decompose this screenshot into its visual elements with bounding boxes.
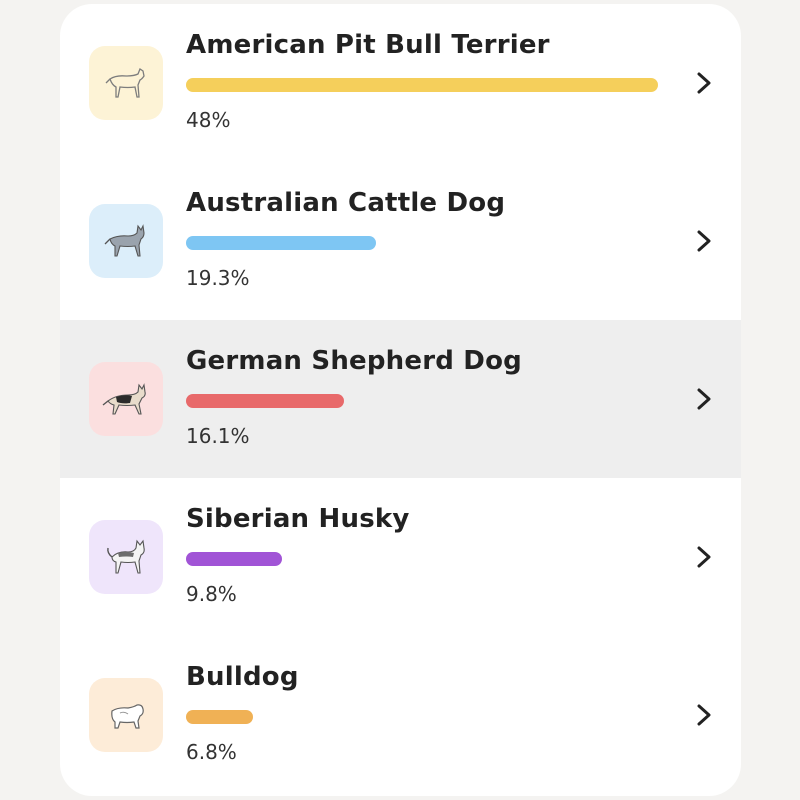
pit-bull-dog-icon [105, 68, 145, 98]
breed-progress-track [186, 78, 658, 92]
husky-icon [107, 539, 145, 574]
breed-percentage: 19.3% [186, 266, 250, 290]
breed-name: Bulldog [186, 662, 299, 692]
breed-row-australian-cattle-dog[interactable]: Australian Cattle Dog 19.3% [60, 162, 741, 320]
bulldog-icon [111, 704, 144, 729]
breed-row-bulldog[interactable]: Bulldog 6.8% [60, 636, 741, 794]
german-shepherd-icon [102, 383, 146, 415]
breed-progress-track [186, 236, 658, 250]
breed-name: German Shepherd Dog [186, 346, 522, 376]
breed-progress-bar [186, 236, 376, 250]
breed-progress-bar [186, 552, 282, 566]
breed-thumbnail [89, 204, 163, 278]
chevron-right-icon[interactable] [690, 542, 718, 572]
chevron-right-icon[interactable] [690, 384, 718, 414]
breed-name: Australian Cattle Dog [186, 188, 506, 218]
cattle-dog-icon [104, 224, 145, 257]
breed-percentage: 16.1% [186, 424, 250, 448]
breed-thumbnail [89, 520, 163, 594]
breed-thumbnail [89, 46, 163, 120]
breed-progress-bar [186, 394, 344, 408]
chevron-right-icon[interactable] [690, 700, 718, 730]
breed-progress-track [186, 710, 658, 724]
breed-row-german-shepherd-dog[interactable]: German Shepherd Dog 16.1% [60, 320, 741, 478]
chevron-right-icon[interactable] [690, 68, 718, 98]
breed-results-card: American Pit Bull Terrier 48% Australian… [60, 4, 741, 796]
chevron-right-icon[interactable] [690, 226, 718, 256]
breed-thumbnail [89, 362, 163, 436]
breed-progress-bar [186, 78, 658, 92]
breed-progress-track [186, 394, 658, 408]
breed-progress-track [186, 552, 658, 566]
breed-name: American Pit Bull Terrier [186, 30, 550, 60]
breed-percentage: 9.8% [186, 582, 237, 606]
breed-name: Siberian Husky [186, 504, 410, 534]
breed-percentage: 6.8% [186, 740, 237, 764]
breed-progress-bar [186, 710, 253, 724]
breed-percentage: 48% [186, 108, 231, 132]
breed-row-american-pit-bull-terrier[interactable]: American Pit Bull Terrier 48% [60, 4, 741, 162]
breed-row-siberian-husky[interactable]: Siberian Husky 9.8% [60, 478, 741, 636]
breed-thumbnail [89, 678, 163, 752]
